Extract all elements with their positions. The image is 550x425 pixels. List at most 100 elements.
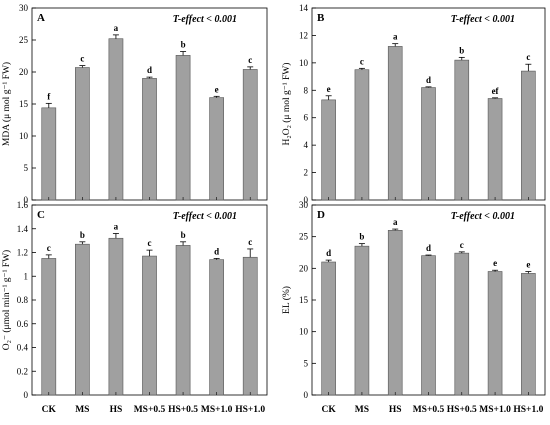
- bar-ms-0-5: [142, 255, 157, 396]
- y-tick-label: 10: [299, 327, 309, 337]
- bar-ck: [41, 258, 57, 396]
- y-tick-label: 30: [299, 200, 309, 210]
- bar-ck: [321, 99, 336, 201]
- x-category-label: MS+1.0: [201, 405, 233, 415]
- significance-letter: d: [214, 246, 219, 256]
- bar-ms-1-0: [209, 97, 224, 201]
- significance-letter: a: [393, 217, 398, 227]
- y-tick-label: 15: [299, 295, 309, 305]
- bar-hs: [387, 46, 403, 201]
- effect-annotation: T-effect < 0.001: [173, 211, 237, 222]
- y-tick-label: 15: [19, 99, 29, 109]
- y-tick-label: 30: [19, 3, 29, 13]
- x-category-label: HS: [389, 405, 402, 415]
- panel-c: 0 0.2 0.4 0.6 0.8 1 1.2 1.4 1.6 O₂⁻ (μmol min⁻¹ g…: [1, 200, 268, 415]
- bar-hs: [108, 38, 124, 201]
- significance-letter: b: [181, 230, 186, 240]
- bar-hs-1-0: [521, 273, 536, 396]
- x-category-label: MS: [355, 405, 369, 415]
- panel-letter: D: [317, 209, 325, 221]
- significance-letter: a: [114, 222, 119, 232]
- y-tick-label: 10: [19, 131, 29, 141]
- y-tick-label: 5: [24, 163, 29, 173]
- y-tick-label: 0: [304, 390, 309, 400]
- y-tick-label: 1.6: [17, 200, 29, 210]
- significance-letter: a: [393, 32, 398, 42]
- significance-letter: c: [460, 240, 464, 250]
- y-tick-label: 6: [304, 113, 309, 123]
- x-category-label: HS+1.0: [513, 405, 543, 415]
- y-tick-label: 0: [304, 195, 309, 205]
- bar-ms-1-0: [487, 98, 503, 201]
- y-tick-label: 2: [304, 168, 309, 178]
- y-tick-label: 20: [19, 67, 29, 77]
- y-tick-label: 0.8: [17, 295, 29, 305]
- x-category-label: MS+0.5: [413, 405, 445, 415]
- significance-letter: b: [80, 230, 85, 240]
- significance-letter: a: [114, 23, 119, 33]
- bar-ms: [75, 243, 90, 396]
- bar-ms: [75, 67, 90, 201]
- bar-hs: [108, 237, 124, 396]
- x-category-label: CK: [322, 405, 337, 415]
- y-tick-label: 12: [299, 30, 308, 40]
- bar-ms-1-0: [487, 271, 503, 396]
- significance-letter: d: [326, 248, 331, 258]
- y-tick-label: 25: [299, 232, 309, 242]
- significance-letter: b: [459, 45, 464, 55]
- y-tick-label: 4: [304, 140, 309, 150]
- significance-letter: c: [526, 52, 530, 62]
- significance-letter: e: [215, 84, 219, 94]
- significance-letter: e: [493, 258, 497, 268]
- significance-letter: c: [248, 237, 252, 247]
- y-tick-label: 10: [299, 58, 309, 68]
- bar-hs-0-5: [175, 55, 191, 201]
- panel-letter: A: [37, 12, 45, 24]
- significance-letter: e: [526, 260, 530, 270]
- bar-hs-1-0: [242, 69, 258, 201]
- y-tick-label: 0.2: [17, 366, 28, 376]
- x-category-label: MS+1.0: [479, 405, 511, 415]
- bar-ms-1-0: [209, 259, 224, 396]
- bar-hs-1-0: [521, 70, 536, 201]
- significance-letter: c: [80, 54, 84, 64]
- y-tick-label: 0: [24, 195, 29, 205]
- x-category-label: MS: [75, 405, 89, 415]
- bar-hs-0-5: [454, 59, 470, 201]
- x-category-label: HS: [110, 405, 123, 415]
- bar-hs-1-0: [242, 256, 258, 396]
- x-category-label: HS+0.5: [447, 405, 477, 415]
- y-tick-label: 25: [19, 35, 29, 45]
- x-category-label: HS+1.0: [235, 405, 265, 415]
- y-axis-label: H₂O₂ (μ mol g⁻¹ FW): [281, 63, 292, 146]
- significance-letter: c: [47, 243, 51, 253]
- significance-letter: b: [359, 232, 364, 242]
- panel-d: 0 5 10 15 20 25 30 EL (%) D T-effect < 0.001 d CK b M…: [281, 200, 546, 415]
- y-axis-label: O₂⁻ (μmol min⁻¹ g⁻¹ FW): [1, 250, 12, 350]
- y-tick-label: 5: [304, 358, 309, 368]
- significance-letter: d: [426, 75, 431, 85]
- panel-a: 0 5 10 15 20 25 30 MDA (μ mol g⁻¹ FW) A T-effect …: [1, 3, 268, 205]
- x-category-label: HS+0.5: [168, 405, 198, 415]
- bar-ck: [41, 107, 57, 201]
- bar-hs-0-5: [454, 252, 470, 396]
- y-tick-label: 0.6: [17, 319, 29, 329]
- panel-b: 0 2 4 6 8 10 12 14 H₂O₂ (μ mol g⁻¹ FW) B T-effect …: [281, 3, 546, 205]
- y-tick-label: 1.2: [17, 248, 28, 258]
- bar-ms: [354, 69, 370, 201]
- bar-ck: [321, 261, 336, 396]
- y-axis-label: EL (%): [281, 286, 292, 314]
- effect-annotation: T-effect < 0.001: [451, 211, 515, 222]
- y-tick-label: 1.4: [17, 224, 29, 234]
- y-tick-label: 14: [299, 3, 309, 13]
- bar-ms-0-5: [142, 78, 157, 201]
- effect-annotation: T-effect < 0.001: [451, 14, 515, 25]
- y-tick-label: 8: [304, 85, 309, 95]
- y-axis-label: MDA (μ mol g⁻¹ FW): [1, 62, 12, 146]
- bar-hs: [387, 230, 403, 396]
- significance-letter: b: [181, 40, 186, 50]
- significance-letter: c: [248, 55, 252, 65]
- y-tick-label: 0: [24, 390, 29, 400]
- bar-ms-0-5: [421, 255, 436, 396]
